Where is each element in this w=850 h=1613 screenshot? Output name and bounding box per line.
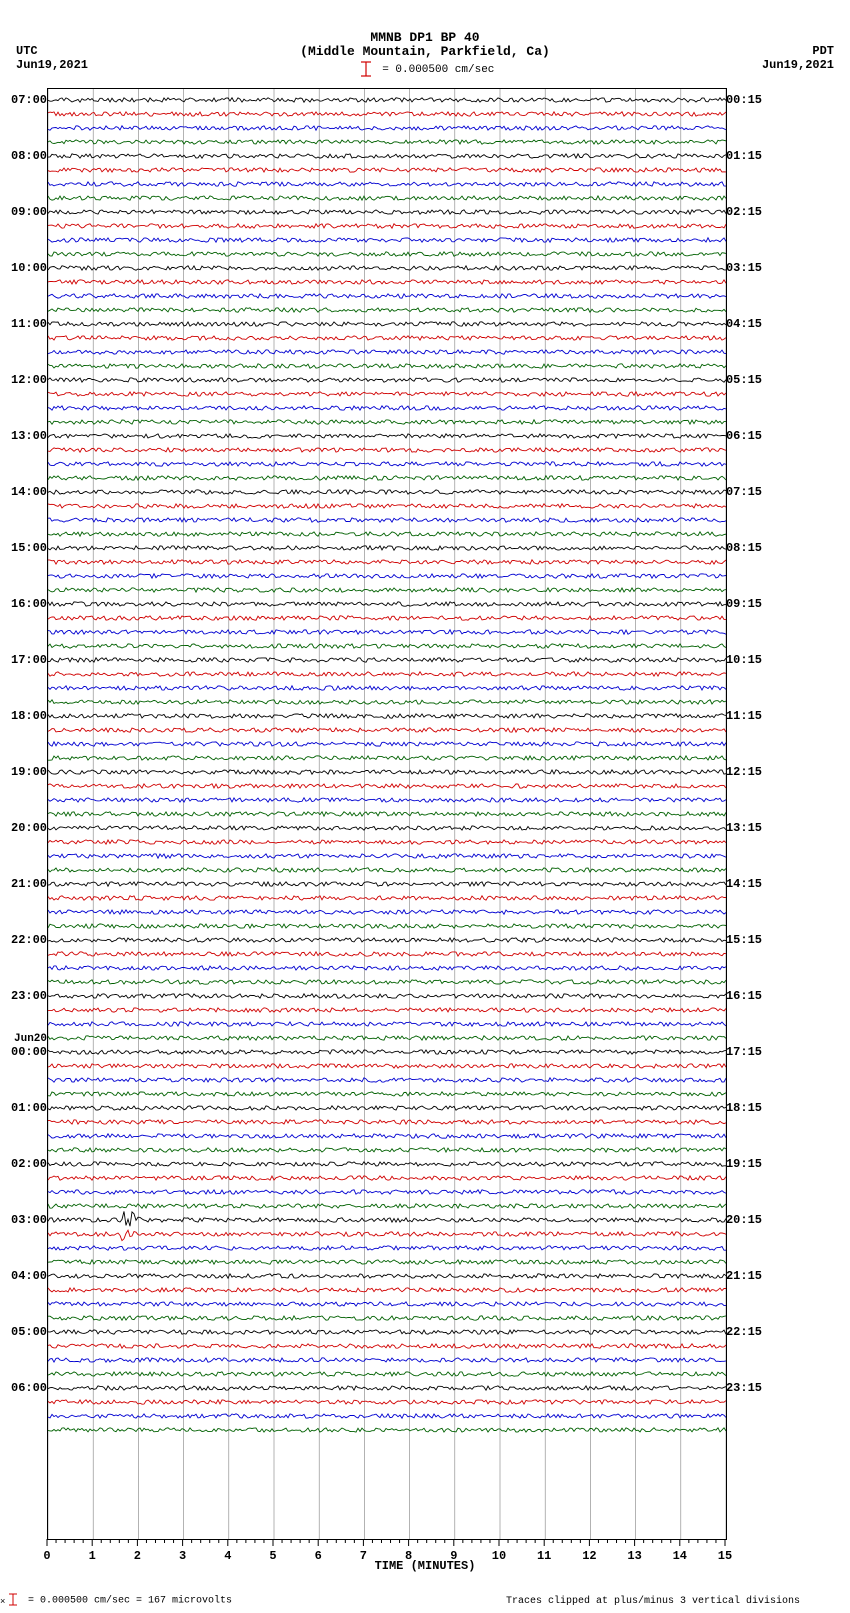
right-hour-label: 10:15 bbox=[726, 653, 762, 667]
right-hour-label: 09:15 bbox=[726, 597, 762, 611]
midday-date-label: Jun20 bbox=[14, 1033, 47, 1045]
right-hour-label: 22:15 bbox=[726, 1325, 762, 1339]
left-hour-label: 16:00 bbox=[11, 597, 47, 611]
left-hour-label: 15:00 bbox=[11, 541, 47, 555]
right-hour-label: 13:15 bbox=[726, 821, 762, 835]
right-timezone: PDT bbox=[812, 44, 834, 58]
left-hour-label: 08:00 bbox=[11, 149, 47, 163]
x-axis-label: TIME (MINUTES) bbox=[0, 1559, 850, 1573]
left-hour-label: 18:00 bbox=[11, 709, 47, 723]
left-hour-label: 22:00 bbox=[11, 933, 47, 947]
left-hour-label: 21:00 bbox=[11, 877, 47, 891]
left-hour-label: 12:00 bbox=[11, 373, 47, 387]
right-hour-label: 08:15 bbox=[726, 541, 762, 555]
scale-text: = 0.000500 cm/sec bbox=[382, 64, 494, 76]
left-hour-label: 04:00 bbox=[11, 1269, 47, 1283]
right-hour-label: 11:15 bbox=[726, 709, 762, 723]
right-hour-label: 20:15 bbox=[726, 1213, 762, 1227]
right-hour-label: 00:15 bbox=[726, 93, 762, 107]
right-hour-label: 01:15 bbox=[726, 149, 762, 163]
right-hour-label: 17:15 bbox=[726, 1045, 762, 1059]
left-hour-label: 19:00 bbox=[11, 765, 47, 779]
left-timezone: UTC bbox=[16, 44, 38, 58]
left-hour-label: 17:00 bbox=[11, 653, 47, 667]
station-code: MMNB DP1 BP 40 bbox=[0, 30, 850, 45]
right-hour-label: 03:15 bbox=[726, 261, 762, 275]
right-hour-label: 05:15 bbox=[726, 373, 762, 387]
right-hour-label: 12:15 bbox=[726, 765, 762, 779]
left-hour-label: 09:00 bbox=[11, 205, 47, 219]
left-hour-label: 11:00 bbox=[11, 317, 47, 331]
helicorder-plot bbox=[47, 88, 727, 1540]
left-hour-label: 13:00 bbox=[11, 429, 47, 443]
footer-scale: × = 0.000500 cm/sec = 167 microvolts bbox=[0, 1593, 232, 1607]
left-hour-label: 20:00 bbox=[11, 821, 47, 835]
seismogram-container: MMNB DP1 BP 40 (Middle Mountain, Parkfie… bbox=[0, 0, 850, 1613]
right-hour-label: 23:15 bbox=[726, 1381, 762, 1395]
left-hour-label: 00:00 bbox=[11, 1045, 47, 1059]
station-location: (Middle Mountain, Parkfield, Ca) bbox=[0, 44, 850, 59]
left-hour-label: 01:00 bbox=[11, 1101, 47, 1115]
right-hour-label: 16:15 bbox=[726, 989, 762, 1003]
right-hour-label: 14:15 bbox=[726, 877, 762, 891]
left-hour-label: 02:00 bbox=[11, 1157, 47, 1171]
left-hour-label: 06:00 bbox=[11, 1381, 47, 1395]
left-hour-label: 07:00 bbox=[11, 93, 47, 107]
right-hour-label: 07:15 bbox=[726, 485, 762, 499]
right-hour-label: 06:15 bbox=[726, 429, 762, 443]
svg-text:×: × bbox=[0, 1597, 5, 1607]
left-hour-label: 05:00 bbox=[11, 1325, 47, 1339]
right-hour-label: 15:15 bbox=[726, 933, 762, 947]
scale-indicator: = 0.000500 cm/sec bbox=[0, 60, 850, 78]
footer-clip-note: Traces clipped at plus/minus 3 vertical … bbox=[506, 1596, 800, 1607]
right-hour-label: 04:15 bbox=[726, 317, 762, 331]
left-hour-label: 03:00 bbox=[11, 1213, 47, 1227]
left-hour-label: 10:00 bbox=[11, 261, 47, 275]
right-hour-label: 02:15 bbox=[726, 205, 762, 219]
right-hour-label: 18:15 bbox=[726, 1101, 762, 1115]
right-hour-label: 21:15 bbox=[726, 1269, 762, 1283]
left-hour-label: 23:00 bbox=[11, 989, 47, 1003]
right-hour-label: 19:15 bbox=[726, 1157, 762, 1171]
left-hour-label: 14:00 bbox=[11, 485, 47, 499]
